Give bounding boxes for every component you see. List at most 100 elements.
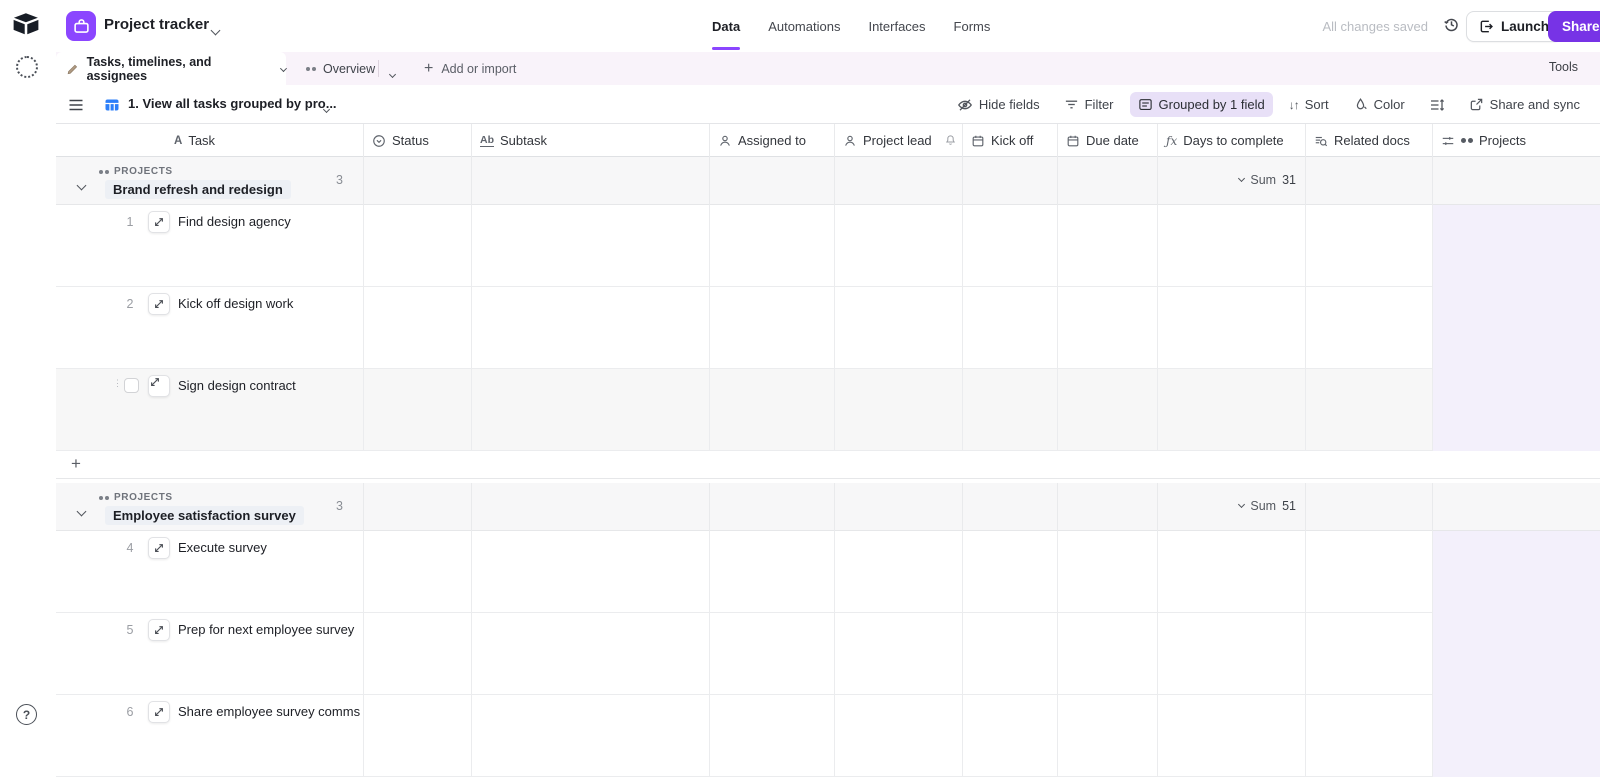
column-header-status[interactable]: Status <box>364 124 472 157</box>
share-button[interactable]: Share <box>1548 11 1600 42</box>
filter-button[interactable]: Filter <box>1056 92 1122 117</box>
projects-cell[interactable]: Employee satisfaction survey <box>1433 531 1600 613</box>
tab-tasks-timelines-assignees[interactable]: Tasks, timelines, and assignees <box>56 52 288 85</box>
assigned-to-cell[interactable]: Ash Quintana <box>710 695 835 777</box>
status-cell[interactable]: Complete <box>364 695 472 777</box>
projects-cell[interactable]: Brand refresh and redesign <box>1433 287 1600 369</box>
group-collapse-chevron-icon[interactable] <box>76 503 87 518</box>
assigned-to-cell[interactable]: Cameron Toth <box>710 613 835 695</box>
days-to-complete-cell[interactable]: 14 <box>1158 531 1306 613</box>
expand-record-button[interactable] <box>148 619 170 641</box>
column-header-subtask[interactable]: Ab Subtask <box>472 124 710 157</box>
subtask-cell[interactable]: Send out pre-survey comms Turn on survey… <box>472 531 710 613</box>
omni-dotted-circle-icon[interactable] <box>16 56 38 78</box>
task-name[interactable]: Share employee survey comms <box>178 704 361 719</box>
tab-overview[interactable]: Overview <box>296 52 385 85</box>
table-row[interactable]: 1 ⋮⋮ Find design agency In progress Crea… <box>0 205 1600 287</box>
project-lead-cell[interactable]: Paris Fotiou <box>835 205 963 287</box>
column-header-related-docs[interactable]: Related docs <box>1306 124 1433 157</box>
row-height-button[interactable] <box>1421 92 1453 118</box>
days-to-complete-cell[interactable]: 30 <box>1158 613 1306 695</box>
column-header-task[interactable]: A Task <box>56 124 364 157</box>
column-header-kick-off[interactable]: Kick off <box>963 124 1058 157</box>
table-row[interactable]: 5 ⋮⋮ Prep for next employee survey Delay… <box>0 613 1600 695</box>
related-docs-cell[interactable] <box>1306 205 1433 287</box>
due-date-cell[interactable]: 5/8/2022 <box>1058 613 1158 695</box>
task-cell[interactable]: 5 ⋮⋮ Prep for next employee survey <box>56 613 364 695</box>
table-row[interactable]: 6 ⋮⋮ Share employee survey comms Complet… <box>0 695 1600 777</box>
days-to-complete-cell[interactable]: 17 <box>1158 369 1306 451</box>
task-cell[interactable]: 3 ⋮⋮ Sign design contract <box>56 369 364 451</box>
assigned-to-cell[interactable]: Paris Fotiou <box>710 287 835 369</box>
kick-off-cell[interactable]: 4/6/2022 <box>963 205 1058 287</box>
sort-button[interactable]: ↓↑ Sort <box>1281 92 1337 117</box>
column-header-assigned-to[interactable]: Assigned to <box>710 124 835 157</box>
projects-cell[interactable]: Employee satisfaction survey <box>1433 695 1600 777</box>
related-docs-cell[interactable] <box>1306 287 1433 369</box>
color-button[interactable]: Color <box>1345 92 1413 117</box>
nav-tab-data[interactable]: Data <box>712 0 741 52</box>
column-header-due-date[interactable]: Due date <box>1058 124 1158 157</box>
history-icon[interactable] <box>1443 16 1460 33</box>
task-cell[interactable]: 1 ⋮⋮ Find design agency <box>56 205 364 287</box>
task-name[interactable]: Execute survey <box>178 540 267 555</box>
subtask-cell[interactable]: Review feedback from last exec debrief M… <box>472 613 710 695</box>
task-name[interactable]: Sign design contract <box>178 378 296 393</box>
assigned-to-cell[interactable]: Jordan Peretz <box>710 205 835 287</box>
expand-record-button[interactable] <box>148 537 170 559</box>
status-cell[interactable]: In progress <box>364 205 472 287</box>
table-row[interactable]: 4 ⋮⋮ Execute survey Complete Send out pr… <box>0 531 1600 613</box>
column-header-project-lead[interactable]: Project lead <box>835 124 963 157</box>
projects-cell[interactable]: Brand refresh and redesign <box>1433 369 1600 451</box>
column-header-projects[interactable]: Projects <box>1433 124 1600 157</box>
hide-fields-button[interactable]: Hide fields <box>949 92 1048 118</box>
task-name[interactable]: Kick off design work <box>178 296 294 311</box>
project-lead-cell[interactable]: Cameron Toth <box>835 531 963 613</box>
row-checkbox[interactable] <box>124 378 139 393</box>
status-cell[interactable]: Complete <box>364 531 472 613</box>
assigned-to-cell[interactable]: Cameron Toth <box>710 531 835 613</box>
nav-tab-automations[interactable]: Automations <box>768 18 841 34</box>
expand-record-button[interactable] <box>148 701 170 723</box>
related-docs-cell[interactable] <box>1306 613 1433 695</box>
group-collapse-chevron-icon[interactable] <box>76 177 87 192</box>
kick-off-cell[interactable]: 4/8/2022 <box>963 613 1058 695</box>
expand-record-button[interactable] <box>148 293 170 315</box>
subtask-cell[interactable]: Find time with design and marketing to k… <box>472 287 710 369</box>
kick-off-cell[interactable]: 4/1/2022 <box>963 695 1058 777</box>
kick-off-cell[interactable]: 4/15/2022 <box>963 369 1058 451</box>
task-name[interactable]: Prep for next employee survey <box>178 622 355 637</box>
subtask-cell[interactable]: Draft employee comms for pre- and post-s… <box>472 695 710 777</box>
nav-tab-forms[interactable]: Forms <box>953 18 991 34</box>
due-date-cell[interactable]: 4/8/2022 <box>1058 531 1158 613</box>
view-name-chevron-icon[interactable] <box>322 100 331 115</box>
status-cell[interactable]: In progress <box>364 369 472 451</box>
add-row[interactable]: + <box>0 451 1600 479</box>
view-sidebar-toggle-icon[interactable] <box>68 97 84 113</box>
task-cell[interactable]: 6 ⋮⋮ Share employee survey comms <box>56 695 364 777</box>
assigned-to-cell[interactable]: Sam Epps <box>710 369 835 451</box>
project-lead-cell[interactable]: Paris Fotiou <box>835 369 963 451</box>
related-docs-cell[interactable] <box>1306 531 1433 613</box>
due-date-cell[interactable]: 4/8/2022 <box>1058 695 1158 777</box>
table-row[interactable]: 3 ⋮⋮ Sign design contract In progress Sh… <box>0 369 1600 451</box>
subtask-cell[interactable]: Create shortlist of 3-5 agencies Reach o… <box>472 205 710 287</box>
launch-button[interactable]: Launch <box>1466 11 1563 42</box>
status-cell[interactable]: Delayed <box>364 613 472 695</box>
column-header-days-to-complete[interactable]: ƒx Days to complete <box>1158 124 1306 157</box>
projects-cell[interactable]: Brand refresh and redesign <box>1433 205 1600 287</box>
group-value-pill[interactable]: Brand refresh and redesign <box>105 180 291 199</box>
days-to-complete-cell[interactable]: 9 <box>1158 205 1306 287</box>
expand-record-button[interactable] <box>148 211 170 233</box>
share-and-sync-button[interactable]: Share and sync <box>1461 92 1588 117</box>
group-value-pill[interactable]: Employee satisfaction survey <box>105 506 304 525</box>
view-name[interactable]: 1. View all tasks grouped by pro... <box>128 96 337 111</box>
related-docs-cell[interactable] <box>1306 369 1433 451</box>
kick-off-cell[interactable]: 3/25/2022 <box>963 531 1058 613</box>
project-lead-cell[interactable]: Paris Fotiou <box>835 613 963 695</box>
project-lead-cell[interactable]: Paris Fotiou <box>835 287 963 369</box>
kick-off-cell[interactable]: 5/4/2022 <box>963 287 1058 369</box>
app-badge[interactable] <box>66 11 96 41</box>
app-title-chevron-icon[interactable] <box>210 22 221 37</box>
